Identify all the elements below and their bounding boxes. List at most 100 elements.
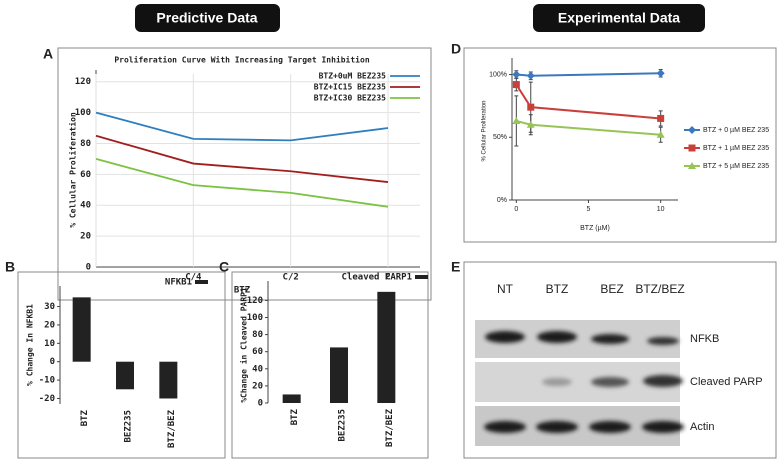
y-axis-label: % Cellular Proliferation — [482, 100, 488, 161]
y-tick-label: 10 — [44, 339, 55, 349]
legend-marker — [688, 126, 696, 134]
x-tick-label: 10 — [657, 206, 665, 213]
y-tick-label: 0 — [86, 263, 91, 273]
marker — [656, 130, 665, 138]
legend-marker — [688, 162, 696, 169]
y-tick-label: 80 — [80, 139, 91, 149]
header: Experimental Data — [558, 10, 680, 26]
y-tick-label: 50% — [493, 134, 507, 141]
series-line — [95, 111, 389, 142]
y-tick-label: 40 — [80, 201, 91, 211]
bar — [116, 361, 134, 390]
panel-letter: B — [5, 259, 15, 275]
y-tick-label: 120 — [75, 77, 91, 87]
blot-row: Cleaved PARP — [690, 376, 763, 388]
panel-letter: D — [451, 41, 461, 57]
x-tick-label: C — [385, 273, 390, 283]
y-tick-label: 30 — [44, 302, 55, 312]
legend-label: BTZ + 1 µM BEZ 235 — [703, 145, 769, 152]
y-tick-label: 120 — [247, 296, 263, 306]
y-tick-label: 0 — [258, 399, 263, 409]
legend-label: Cleaved PARP1 — [342, 273, 412, 283]
y-axis-label: % Change In NFKB1 — [26, 304, 35, 386]
panel-letter: C — [219, 259, 229, 275]
legend-label: BTZ+0uM BEZ235 — [319, 72, 387, 81]
bar — [159, 361, 178, 399]
bar — [330, 347, 348, 403]
x-tick-label: BTZ — [290, 408, 300, 425]
panel-frame — [231, 271, 429, 459]
blot-bands — [484, 331, 684, 433]
marker — [512, 70, 521, 79]
x-tick-label: BEZ235 — [124, 410, 134, 443]
legend-label: BTZ + 5 µM BEZ 235 — [703, 163, 769, 170]
legend-label: BTZ+IC15 BEZ235 — [314, 83, 386, 92]
legend-marker — [688, 144, 696, 152]
x-tick-label: C/2 — [283, 273, 299, 283]
y-tick-label: -10 — [39, 376, 55, 386]
marker — [512, 116, 521, 124]
marker — [656, 69, 665, 78]
legend-label: NFKB1 — [165, 278, 192, 288]
panel-letter: A — [43, 46, 53, 62]
series-line — [515, 84, 661, 120]
legend-swatch — [415, 275, 428, 279]
blot-row: NFKB — [690, 333, 719, 345]
y-tick-label: 100 — [247, 313, 263, 323]
x-tick-label: 5 — [587, 206, 591, 213]
series-line — [516, 72, 661, 77]
y-tick-label: 0% — [497, 197, 507, 204]
legend-label: BTZ + 0 µM BEZ 235 — [703, 127, 769, 134]
y-tick-label: 60 — [252, 347, 263, 357]
panel-frame — [463, 261, 777, 459]
y-tick-label: 100 — [75, 108, 91, 118]
marker — [527, 103, 535, 111]
blot-column: BTZ — [546, 282, 569, 296]
legend-label: BTZ+IC30 BEZ235 — [314, 94, 386, 103]
panel-frame — [57, 47, 432, 301]
panel-frame — [463, 47, 777, 243]
y-tick-label: 100% — [489, 71, 507, 78]
y-axis-label: % Cellular Proliferation — [68, 112, 78, 228]
series-line — [95, 134, 389, 183]
y-tick-label: -20 — [39, 394, 55, 404]
y-tick-label: 80 — [252, 330, 263, 340]
legend-swatch — [195, 280, 208, 284]
x-tick-label: 0 — [514, 206, 518, 213]
panel-frame — [17, 271, 226, 459]
panel-letter: E — [451, 259, 460, 275]
x-tick-label: BTZ/BEZ — [167, 409, 177, 448]
bar — [377, 291, 396, 403]
x-tick-label: BTZ/BEZ — [385, 408, 395, 447]
y-axis-label: %Change in Cleaved PARP1 — [239, 287, 249, 403]
marker — [526, 71, 535, 80]
y-tick-label: 0 — [50, 357, 55, 367]
y-tick-label: 40 — [252, 364, 263, 374]
x-tick-label: BEZ235 — [338, 409, 348, 442]
x-axis-label: BTZ — [234, 286, 251, 296]
marker — [657, 114, 665, 122]
blot-column: BEZ — [600, 282, 623, 296]
series-line — [95, 158, 389, 208]
bar — [282, 394, 301, 403]
bar — [72, 297, 91, 362]
y-tick-label: 60 — [80, 170, 91, 180]
marker — [526, 120, 535, 128]
header: Predictive Data — [156, 10, 257, 26]
blot-column: NT — [497, 282, 514, 296]
y-tick-label: 20 — [252, 381, 263, 391]
x-tick-label: BTZ — [80, 409, 90, 426]
western-blot: E NT BTZ BEZ BTZ/BEZ NFKB Cleaved PARP A… — [451, 259, 763, 446]
series-line — [516, 119, 661, 136]
header-box — [533, 4, 705, 32]
blot-row: Actin — [690, 421, 714, 433]
x-tick-label: C/4 — [185, 273, 202, 283]
marker — [512, 81, 520, 89]
y-tick-label: 20 — [80, 232, 91, 242]
header-box — [135, 4, 280, 32]
chart-title: Proliferation Curve With Increasing Targ… — [114, 55, 369, 65]
y-tick-label: 20 — [44, 320, 55, 330]
x-axis-label: BTZ (µM) — [580, 225, 610, 232]
